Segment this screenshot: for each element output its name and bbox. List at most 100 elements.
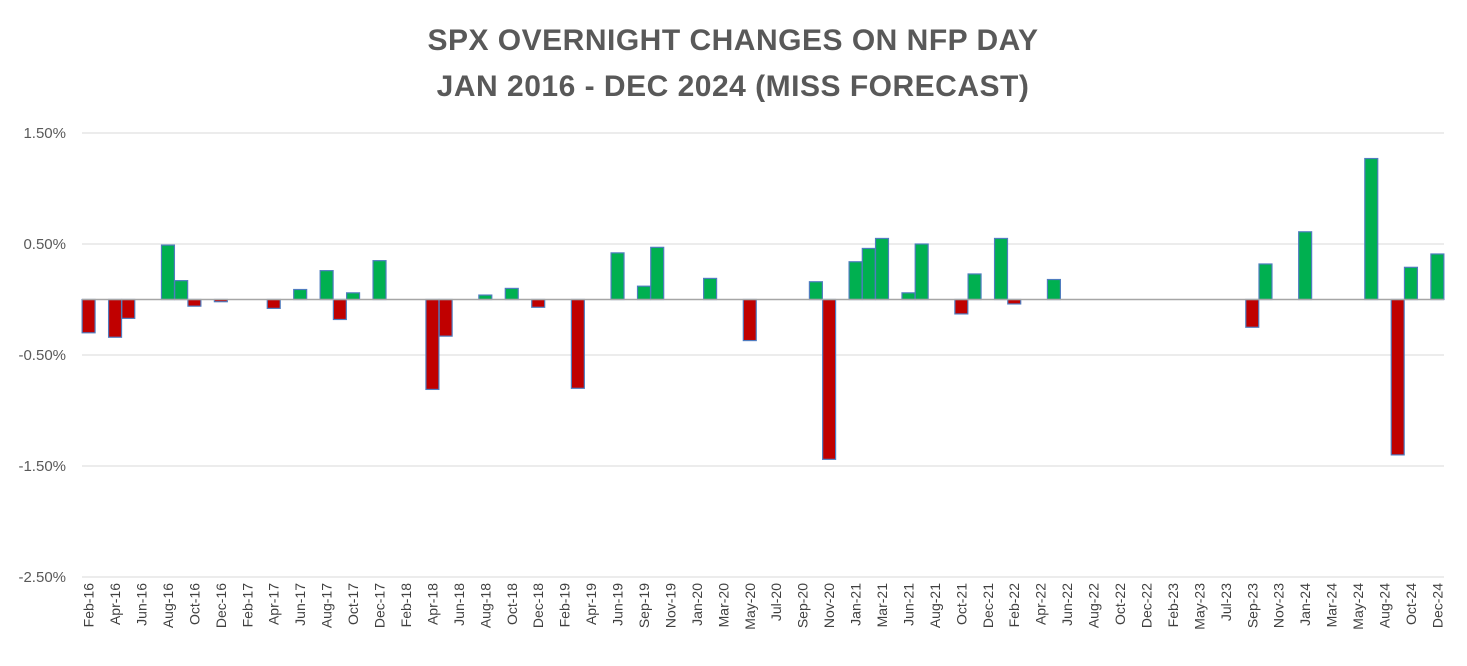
x-tick-label: Aug-24 [1376, 583, 1392, 628]
bar-dec-18 [531, 298, 546, 308]
x-tick-label: Dec-22 [1138, 583, 1154, 628]
x-tick-label: Mar-24 [1324, 583, 1340, 628]
chart-title-line-1: SPX OVERNIGHT CHANGES ON NFP DAY [427, 24, 1038, 57]
x-tick-label: Jan-24 [1297, 583, 1313, 626]
gridlines [82, 132, 1444, 578]
y-tick-label: -0.50% [18, 347, 66, 364]
x-tick-label: Jun-18 [451, 583, 467, 626]
bar-jun-19 [610, 252, 625, 301]
x-tick-label: Aug-18 [477, 583, 493, 628]
bar-jun-21 [901, 292, 916, 301]
chart-title-line-2: JAN 2016 - DEC 2024 (MISS FORECAST) [437, 70, 1030, 103]
x-tick-label: Apr-22 [1033, 583, 1049, 625]
bar-dec-17 [372, 260, 387, 301]
x-tick-label: Feb-18 [398, 583, 414, 628]
bar-jun-17 [293, 288, 308, 301]
x-tick-label: Aug-21 [927, 583, 943, 628]
bar-may-20 [742, 298, 757, 342]
bar-sep-19 [636, 285, 652, 301]
bar-jan-21 [848, 261, 863, 301]
x-tick-label: Feb-17 [239, 583, 255, 628]
bar-oct-23 [1258, 263, 1273, 301]
bar-jul-21 [914, 243, 929, 301]
y-tick-label: -2.50% [18, 569, 66, 586]
x-tick-label: Feb-16 [81, 583, 97, 628]
x-tick-label: Aug-22 [1086, 583, 1102, 628]
bar-aug-16 [160, 244, 176, 301]
x-tick-label: Nov-20 [821, 583, 837, 628]
x-tick-label: Feb-23 [1165, 583, 1181, 628]
x-tick-label: Sep-20 [795, 583, 811, 628]
bar-feb-16 [81, 298, 96, 334]
bars [81, 157, 1445, 460]
bar-apr-18 [425, 298, 440, 391]
x-tick-label: Jun-16 [134, 583, 150, 626]
x-tick-label: Aug-17 [319, 583, 335, 628]
x-tick-label: Apr-19 [583, 583, 599, 625]
x-tick-label: Dec-17 [372, 583, 388, 628]
bar-sep-17 [332, 298, 347, 321]
x-tick-label: Dec-16 [213, 583, 229, 628]
bar-jun-24 [1364, 157, 1379, 301]
bar-sep-24 [1390, 298, 1405, 456]
x-tick-label: Apr-16 [107, 583, 123, 625]
x-tick-label: Oct-16 [186, 583, 202, 625]
bar-oct-24 [1403, 266, 1419, 301]
bar-feb-21 [861, 247, 876, 301]
bar-nov-20 [822, 298, 837, 460]
bar-dec-24 [1430, 253, 1445, 301]
x-tick-label: Dec-24 [1429, 583, 1445, 628]
bar-mar-21 [874, 237, 890, 301]
x-tick-label: May-23 [1191, 583, 1207, 630]
bar-nov-21 [967, 273, 982, 301]
x-tick-label: Apr-18 [424, 583, 440, 625]
x-tick-label: Sep-23 [1244, 583, 1260, 628]
x-tick-label: Mar-21 [874, 583, 890, 628]
x-tick-label: May-20 [742, 583, 758, 630]
x-tick-label: Oct-24 [1403, 583, 1419, 625]
bar-oct-20 [808, 281, 823, 301]
x-axis-tick-labels: Feb-16 Apr-16 Jun-16 Aug-16 Oct-16 Dec-16 Feb-… [81, 583, 1446, 630]
x-tick-label: May-24 [1350, 583, 1366, 630]
x-tick-label: Oct-17 [345, 583, 361, 625]
x-tick-label: Jun-19 [610, 583, 626, 626]
x-tick-label: Mar-20 [715, 583, 731, 628]
bar-apr-16 [107, 298, 123, 338]
x-tick-label: Oct-21 [953, 583, 969, 625]
bar-aug-17 [319, 270, 334, 301]
bar-oct-18 [504, 287, 519, 301]
bar-sep-23 [1245, 298, 1260, 328]
x-tick-label: Jun-22 [1059, 583, 1075, 626]
x-tick-label: Oct-22 [1112, 583, 1128, 625]
x-tick-label: Nov-23 [1271, 583, 1287, 628]
y-tick-label: 1.50% [23, 125, 66, 142]
bar-oct-16 [187, 298, 202, 307]
bar-mar-19 [570, 298, 585, 389]
x-tick-label: Dec-21 [980, 583, 996, 628]
y-axis-tick-labels: 1.50% 0.50% -0.50% -1.50% -2.50% [18, 125, 66, 586]
bar-may-18 [438, 298, 453, 337]
bar-oct-17 [345, 292, 361, 301]
bar-jan-22 [993, 237, 1009, 301]
bar-feb-20 [703, 277, 718, 301]
bar-jan-24 [1298, 231, 1313, 301]
bar-sep-16 [174, 280, 189, 301]
y-tick-label: -1.50% [18, 458, 66, 475]
x-tick-label: Nov-19 [662, 583, 678, 628]
x-tick-label: Feb-22 [1006, 583, 1022, 628]
bar-oct-21 [954, 298, 969, 315]
bar-apr-17 [266, 298, 281, 309]
x-tick-label: Sep-19 [636, 583, 652, 628]
x-tick-label: Jan-20 [689, 583, 705, 626]
x-tick-label: Apr-17 [266, 583, 282, 625]
x-tick-label: Aug-16 [160, 583, 176, 628]
x-tick-label: Dec-18 [530, 583, 546, 628]
x-tick-label: Jul-23 [1218, 583, 1234, 621]
x-tick-label: Oct-18 [504, 583, 520, 625]
bar-may-16 [121, 298, 136, 319]
x-tick-label: Jun-21 [900, 583, 916, 626]
x-tick-label: Jun-17 [292, 583, 308, 626]
bar-oct-19 [650, 246, 665, 301]
